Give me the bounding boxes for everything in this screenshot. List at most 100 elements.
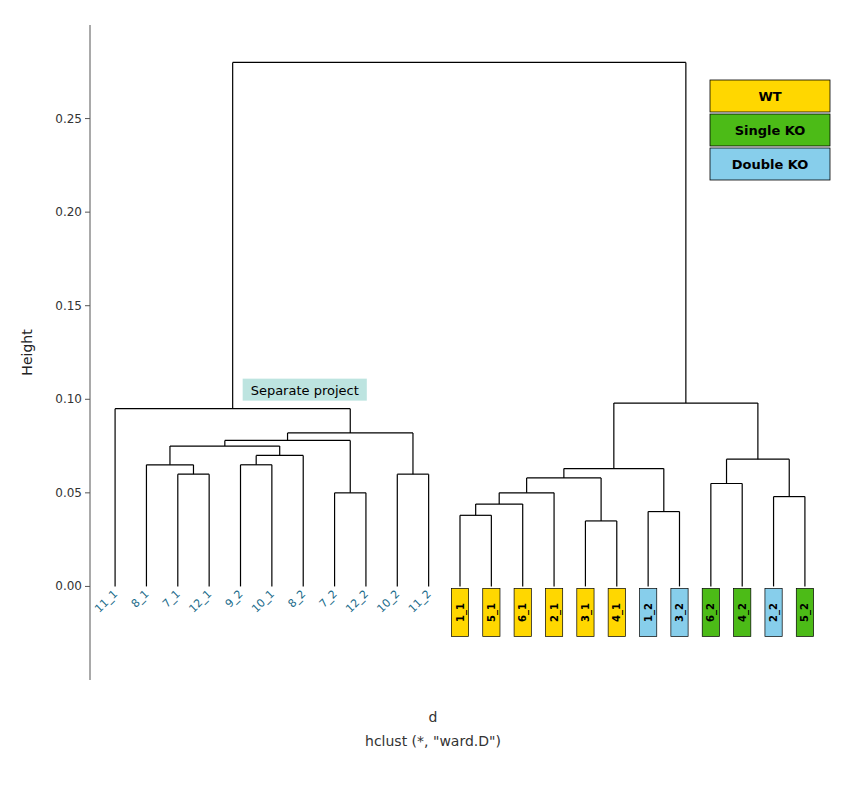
leaf-label: 11_1 xyxy=(92,587,120,615)
branch-horizontal xyxy=(460,515,491,516)
legend-swatch xyxy=(710,114,830,146)
branch-vertical xyxy=(146,465,147,587)
leaf-label: 12_2 xyxy=(343,587,371,615)
branch-vertical xyxy=(663,469,664,512)
leaf-box xyxy=(671,588,688,636)
leaf-label: 5_2 xyxy=(799,603,811,622)
branch-vertical xyxy=(209,474,210,586)
branch-vertical xyxy=(710,484,711,587)
branch-vertical xyxy=(773,497,774,587)
leaf-box xyxy=(796,588,813,636)
branch-vertical xyxy=(256,455,257,464)
leaf-box xyxy=(514,588,531,636)
branch-vertical xyxy=(616,521,617,587)
x-axis-label: d xyxy=(429,709,438,725)
leaf-label: 9_2 xyxy=(223,587,246,610)
branch-horizontal xyxy=(397,474,428,475)
legend-swatch xyxy=(710,148,830,180)
leaf-box xyxy=(734,588,751,636)
branch-vertical xyxy=(193,465,194,474)
leaf-label: 3_2 xyxy=(674,603,686,622)
branch-horizontal xyxy=(727,459,790,460)
branch-vertical xyxy=(240,465,241,587)
branch-vertical xyxy=(804,497,805,587)
branch-vertical xyxy=(303,455,304,586)
branch-horizontal xyxy=(146,464,193,465)
branch-vertical xyxy=(334,493,335,587)
y-tick-label: 0.00 xyxy=(55,579,82,593)
y-axis-label: Height xyxy=(19,329,35,376)
branch-horizontal xyxy=(499,492,554,493)
y-tick xyxy=(85,492,90,493)
leaf-box xyxy=(702,588,719,636)
leaf-label: 12_1 xyxy=(186,587,214,615)
y-tick-label: 0.25 xyxy=(55,112,82,126)
leaf-box xyxy=(577,588,594,636)
legend-label: WT xyxy=(758,89,781,104)
branch-vertical xyxy=(279,446,280,455)
leaf-label: 4_1 xyxy=(611,603,623,622)
y-tick xyxy=(85,305,90,306)
branch-vertical xyxy=(789,459,790,496)
leaf-label: 6_1 xyxy=(517,603,529,622)
y-tick xyxy=(85,118,90,119)
legend: WTSingle KODouble KO xyxy=(710,80,830,180)
branch-vertical xyxy=(350,409,351,433)
branch-vertical xyxy=(224,440,225,446)
branch-vertical xyxy=(365,493,366,587)
leaf-label: 8_2 xyxy=(285,587,308,610)
legend-label: Single KO xyxy=(735,123,806,138)
branch-vertical xyxy=(114,409,115,587)
legend-swatch xyxy=(710,80,830,112)
leaf-label: 2_2 xyxy=(768,603,780,622)
branch-vertical xyxy=(287,433,288,440)
branch-horizontal xyxy=(564,468,664,469)
leaf-label: 10_1 xyxy=(249,587,277,615)
branch-vertical xyxy=(232,62,233,408)
leaf-box xyxy=(765,588,782,636)
leaf-label: 1_1 xyxy=(455,603,467,622)
branch-vertical xyxy=(412,433,413,474)
branch-horizontal xyxy=(256,455,303,456)
branch-horizontal xyxy=(774,496,805,497)
branch-vertical xyxy=(475,504,476,515)
chart: 0.000.050.100.150.200.25Height11_18_17_1… xyxy=(0,0,866,789)
branch-vertical xyxy=(742,484,743,587)
branch-horizontal xyxy=(225,440,350,441)
branch-vertical xyxy=(726,459,727,483)
dendrogram xyxy=(115,62,805,586)
branch-vertical xyxy=(648,512,649,587)
branch-vertical xyxy=(613,403,614,469)
branch-vertical xyxy=(169,446,170,465)
leaf-label: 1_2 xyxy=(643,603,655,622)
annotation-box xyxy=(243,379,367,401)
leaf-label: 5_1 xyxy=(486,603,498,622)
branch-horizontal xyxy=(233,62,686,63)
subtitle: hclust (*, "ward.D") xyxy=(365,733,501,749)
annotation-text: Separate project xyxy=(251,383,359,398)
branch-horizontal xyxy=(585,520,616,521)
branch-horizontal xyxy=(614,402,758,403)
leaf-label: 4_2 xyxy=(737,603,749,622)
branch-horizontal xyxy=(335,492,366,493)
branch-horizontal xyxy=(476,503,523,504)
y-tick xyxy=(85,586,90,587)
y-tick xyxy=(85,399,90,400)
branch-vertical xyxy=(350,440,351,492)
branch-vertical xyxy=(553,493,554,587)
branch-vertical xyxy=(397,474,398,586)
y-tick-label: 0.20 xyxy=(55,205,82,219)
leaf-box xyxy=(451,588,468,636)
branch-vertical xyxy=(526,478,527,493)
branch-horizontal xyxy=(527,477,601,478)
branch-vertical xyxy=(585,521,586,587)
branch-horizontal xyxy=(648,511,679,512)
leaf-box xyxy=(483,588,500,636)
y-tick-label: 0.10 xyxy=(55,392,82,406)
branch-vertical xyxy=(459,515,460,586)
branch-vertical xyxy=(679,512,680,587)
leaf-box xyxy=(545,588,562,636)
branch-horizontal xyxy=(115,408,350,409)
branch-vertical xyxy=(685,62,686,403)
leaf-label: 8_1 xyxy=(129,587,152,610)
